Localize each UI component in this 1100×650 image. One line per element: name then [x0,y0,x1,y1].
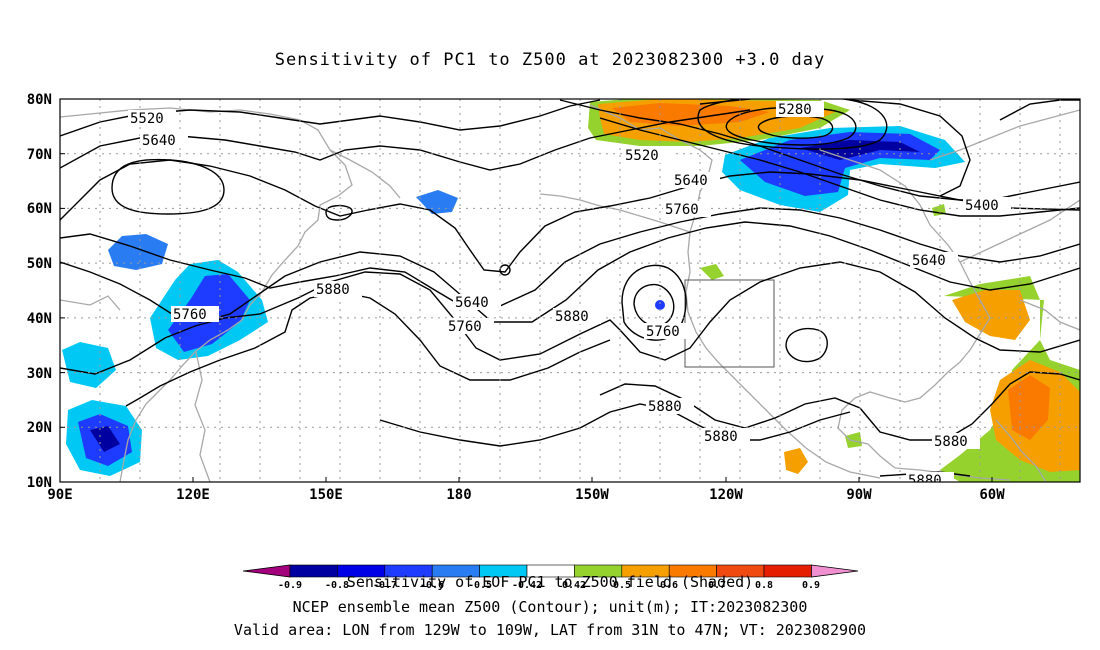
lat-label: 50N [27,256,52,272]
colorbar-tick-label: -0.6 [420,580,444,591]
caption-contour: NCEP ensemble mean Z500 (Contour); unit(… [292,598,808,616]
colorbar-tick-label: -0.42 [512,580,542,591]
colorbar-tick-label: -0.5 [468,580,492,591]
shade-pacific-green-2 [845,432,862,448]
contour-label-bg [314,281,362,297]
shade-pacific-green-1 [700,264,724,280]
lat-label: 60N [27,201,52,217]
colorbar-tick-label: 0.7 [708,580,726,591]
caption-valid-area: Valid area: LON from 129W to 109W, LAT f… [233,621,867,639]
contour-label: 5760 [448,319,482,335]
contour-label: 5880 [704,429,738,445]
contour-label-bg [932,433,980,449]
contour-label-bg [906,472,954,482]
shade-asia-darkblue [90,426,120,452]
contour-label-bg [672,172,720,188]
contour-label: 5880 [316,282,350,298]
lon-label: 90E [47,487,72,503]
contour-label-bg [623,147,671,163]
contour-label: 5280 [778,102,812,118]
shade-pacific-blue [416,190,458,214]
contour-label: 5640 [912,253,946,269]
contour-label: 5640 [674,173,708,189]
contour-label: 5520 [130,111,164,127]
contour-label: 5880 [555,309,589,325]
shade-asia-blue-3 [62,342,116,388]
lon-labels: 90E 120E 150E 180 150W 120W 90W 60W [47,487,1005,503]
contour-label: 5400 [965,198,999,214]
contour-label: 5640 [142,133,176,149]
map-panel: 5520 5640 5760 5880 5640 5760 5880 5760 … [27,92,1081,503]
lat-label: 80N [27,92,52,108]
lon-label: 150E [309,487,343,503]
lat-label: 70N [27,147,52,163]
lon-label: 180 [446,487,471,503]
graticule [60,99,1080,482]
contour-label: 5640 [455,295,489,311]
contour-label-bg [128,110,176,126]
lon-label: 150W [575,487,609,503]
contour-label-bg [446,318,494,334]
contour-label: 5880 [648,399,682,415]
contour-label: 5880 [908,473,942,489]
lon-label: 120W [709,487,743,503]
contour-label-bg [646,398,694,414]
contour-low-east-siberia [111,158,225,215]
lat-label: 30N [27,366,52,382]
contour-label: 5520 [625,148,659,164]
shade-atlantic-red [1008,375,1050,440]
colorbar-tick-label: 0.8 [755,580,773,591]
colorbar-tick-labels: -0.9 -0.8 -0.7 -0.6 -0.5 -0.42 0.42 0.5 … [278,580,820,591]
contour-label-bg [963,197,1011,213]
lat-label: 40N [27,311,52,327]
colorbar-tick-label: -0.8 [325,580,349,591]
colorbar-tick-label: -0.7 [373,580,397,591]
contour-low-offshore-2 [633,283,675,327]
colorbar-tick-label: -0.9 [278,580,302,591]
contour-label: 5760 [173,307,207,323]
shade-mexico-orange [784,448,808,474]
colorbar-right-arrow [811,564,859,578]
contour-low-plains [785,327,828,363]
chart-title: Sensitivity of PC1 to Z500 at 2023082300… [274,50,826,70]
contour-labels: 5520 5640 5760 5880 5640 5760 5880 5760 … [128,101,1011,489]
map-frame [59,98,1081,483]
contour-label: 5880 [934,434,968,450]
shade-asia-blue-1 [108,234,168,270]
colorbar: -0.9 -0.8 -0.7 -0.6 -0.5 -0.42 0.42 0.5 … [242,564,859,591]
contour-label-bg [553,308,601,324]
contour-label-bg [776,101,824,117]
lon-label: 90W [846,487,872,503]
contour-label-bg [702,428,750,444]
contour-low-arctic-1 [697,99,888,150]
contour-label: 5760 [665,202,699,218]
contour-label: 5760 [646,324,680,340]
contour-low-aleutian [499,264,511,276]
shade-offshore-blue [655,300,665,310]
contour-label-bg [453,294,501,310]
contour-label-bg [663,201,711,217]
colorbar-tick-label: 0.9 [802,580,820,591]
lon-label: 60W [979,487,1005,503]
axis-ticks [59,98,993,482]
contour-label-bg [910,252,958,268]
lat-labels: 80N 70N 60N 50N 40N 30N 20N 10N [27,92,52,491]
caption-shading: Sensitivity of EOF PC1 to Z500 field (Sh… [346,573,754,591]
contour-label-bg [140,132,188,148]
contour-low-small-pacific [325,204,353,221]
colorbar-tick-label: 0.6 [660,580,678,591]
contour-label-bg [644,323,692,339]
contour-label-bg [171,306,219,322]
lat-label: 20N [27,420,52,436]
lon-label: 120E [176,487,210,503]
lat-label: 10N [27,475,52,491]
colorbar-tick-label: 0.5 [613,580,631,591]
colorbar-tick-label: 0.42 [562,580,586,591]
